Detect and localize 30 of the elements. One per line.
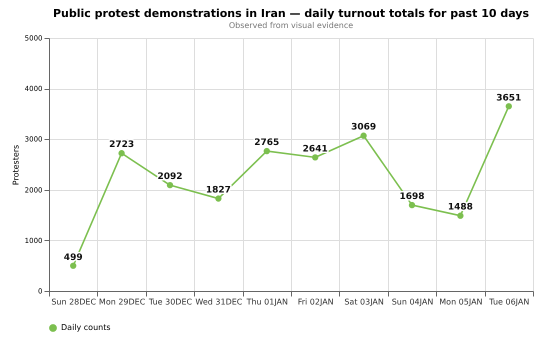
- chart-title: Public protest demonstrations in Iran — daily turnout totals for past 10 days: [52, 7, 530, 20]
- point: [264, 148, 270, 154]
- point: [457, 212, 464, 219]
- data-label: 3651: [496, 93, 522, 104]
- point: [360, 132, 367, 139]
- y-axis-title: Protesters: [12, 144, 21, 186]
- point: [408, 202, 416, 208]
- data-label: 2765: [254, 138, 280, 148]
- legend-label: Daily counts: [61, 323, 111, 332]
- point: [166, 182, 174, 188]
- x-tick-label: Sun 28DEC: [51, 298, 96, 306]
- x-tick-label: Mon 29DEC: [98, 298, 146, 306]
- x-tick-label: Sat 03JAN: [344, 298, 384, 306]
- x-tick-label: Tue 06JAN: [488, 298, 530, 306]
- chart-subtitle: Observed from visual evidence: [228, 21, 354, 30]
- x-tick-label: Mon 05JAN: [439, 298, 483, 306]
- point: [70, 262, 76, 269]
- point: [215, 195, 222, 202]
- data-label: 2723: [109, 140, 134, 150]
- point: [312, 154, 318, 161]
- point: [118, 150, 125, 156]
- data-label: 2641: [302, 144, 328, 154]
- data-label: 3069: [351, 122, 376, 133]
- x-tick-label: Fri 02JAN: [298, 298, 334, 306]
- point: [506, 103, 512, 110]
- data-label: 2092: [157, 172, 183, 182]
- x-tick-label: Thu 01JAN: [246, 298, 288, 306]
- x-tick-label: Wed 31DEC: [195, 298, 243, 306]
- x-tick-label: Sun 04JAN: [392, 298, 434, 306]
- x-tick-label: Tue 30DEC: [148, 298, 193, 306]
